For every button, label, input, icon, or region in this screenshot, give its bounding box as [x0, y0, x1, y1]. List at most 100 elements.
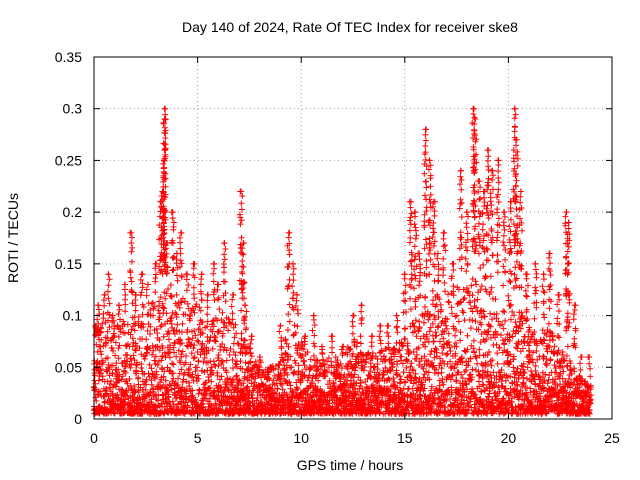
data-point [148, 365, 155, 372]
data-point [291, 368, 298, 375]
data-point [159, 391, 166, 398]
data-point [518, 309, 525, 316]
data-point [421, 151, 428, 158]
data-point [463, 367, 470, 374]
data-point [402, 298, 409, 305]
data-point [358, 302, 365, 309]
data-point [455, 387, 462, 394]
data-point [370, 364, 377, 371]
data-point [223, 400, 230, 407]
data-point [167, 315, 174, 322]
data-point [162, 377, 169, 384]
data-point [139, 301, 146, 308]
data-point [425, 358, 432, 365]
data-point [241, 390, 248, 397]
data-point [496, 388, 503, 395]
data-point [208, 364, 215, 371]
data-point [465, 213, 472, 220]
data-point [422, 236, 429, 243]
data-point [130, 352, 137, 359]
data-point [444, 316, 451, 323]
data-point [476, 346, 483, 353]
data-point [394, 361, 401, 368]
data-point [147, 307, 154, 314]
data-point [244, 349, 251, 356]
data-point [290, 369, 297, 376]
data-point [128, 240, 135, 247]
data-point [143, 405, 150, 412]
data-point [567, 399, 574, 406]
data-point [407, 204, 414, 211]
data-point [411, 398, 418, 405]
data-point [495, 404, 502, 411]
data-point [507, 301, 514, 308]
data-point [469, 243, 476, 250]
data-point [416, 318, 423, 325]
data-point [560, 356, 567, 363]
data-point [460, 296, 467, 303]
data-point [115, 333, 122, 340]
data-point [533, 347, 540, 354]
data-point [441, 328, 448, 335]
data-point [344, 378, 351, 385]
data-point [285, 343, 292, 350]
data-point [571, 368, 578, 375]
data-point [357, 377, 364, 384]
data-point [486, 348, 493, 355]
data-point [410, 367, 417, 374]
data-point [310, 400, 317, 407]
data-point [397, 379, 404, 386]
data-point [516, 393, 523, 400]
data-point [471, 297, 478, 304]
data-point [470, 105, 477, 112]
data-point [132, 307, 139, 314]
data-point [510, 356, 517, 363]
data-point [380, 371, 387, 378]
data-point [439, 358, 446, 365]
data-point [478, 388, 485, 395]
data-point [201, 369, 208, 376]
data-point [466, 403, 473, 410]
data-point [486, 322, 493, 329]
data-point [233, 388, 240, 395]
data-point [565, 375, 572, 382]
data-point [226, 351, 233, 358]
data-point [191, 354, 198, 361]
data-point [204, 291, 211, 298]
data-point [491, 311, 498, 318]
data-point [219, 402, 226, 409]
data-point [406, 227, 413, 234]
data-point [174, 321, 181, 328]
data-point [487, 288, 494, 295]
data-point [408, 210, 415, 217]
data-point [209, 328, 216, 335]
data-point [105, 295, 112, 302]
data-point [165, 350, 172, 357]
data-point [525, 347, 532, 354]
data-point [427, 191, 434, 198]
data-point [373, 402, 380, 409]
data-point [398, 376, 405, 383]
data-point [525, 403, 532, 410]
data-point [290, 277, 297, 284]
data-point [446, 342, 453, 349]
data-point [532, 367, 539, 374]
data-point [239, 365, 246, 372]
data-point [240, 380, 247, 387]
data-point [433, 332, 440, 339]
data-point [183, 390, 190, 397]
data-point [402, 282, 409, 289]
data-point [357, 333, 364, 340]
data-point [489, 316, 496, 323]
data-point [152, 353, 159, 360]
data-point [402, 289, 409, 296]
data-point [431, 396, 438, 403]
data-point [397, 386, 404, 393]
data-point [193, 301, 200, 308]
data-point [452, 340, 459, 347]
data-point [279, 406, 286, 413]
data-point [485, 393, 492, 400]
data-point [393, 339, 400, 346]
data-point [264, 385, 271, 392]
data-point [521, 369, 528, 376]
